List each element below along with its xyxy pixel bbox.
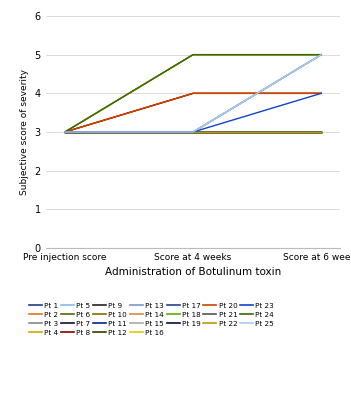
Legend: Pt 1, Pt 2, Pt 3, Pt 4, Pt 5, Pt 6, Pt 7, Pt 8, Pt 9, Pt 10, Pt 11, Pt 12, Pt 13: Pt 1, Pt 2, Pt 3, Pt 4, Pt 5, Pt 6, Pt 7… <box>28 303 274 336</box>
X-axis label: Administration of Botulinum toxin: Administration of Botulinum toxin <box>105 268 281 278</box>
Y-axis label: Subjective score of severity: Subjective score of severity <box>20 69 29 195</box>
